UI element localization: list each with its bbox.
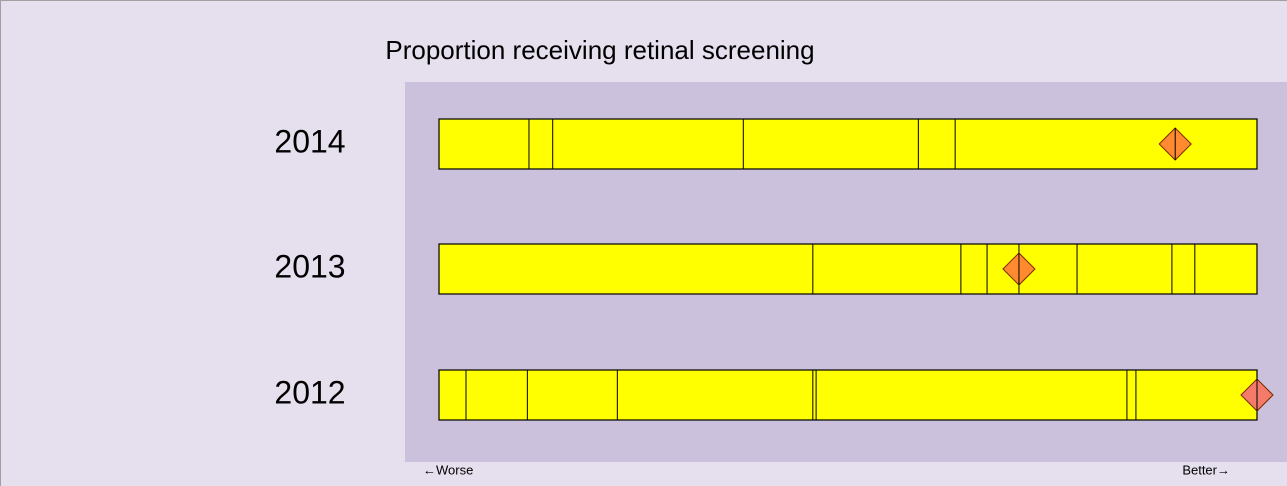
worse-label: ←Worse xyxy=(423,462,473,477)
chart-title: Proportion receiving retinal screening xyxy=(385,35,814,65)
bar xyxy=(438,118,1258,170)
year-label: 2014 xyxy=(274,123,345,159)
year-label: 2012 xyxy=(274,374,345,410)
year-label: 2013 xyxy=(274,248,345,284)
bar xyxy=(438,369,1258,421)
bar xyxy=(438,243,1258,295)
better-label: Better→ xyxy=(1182,462,1230,477)
